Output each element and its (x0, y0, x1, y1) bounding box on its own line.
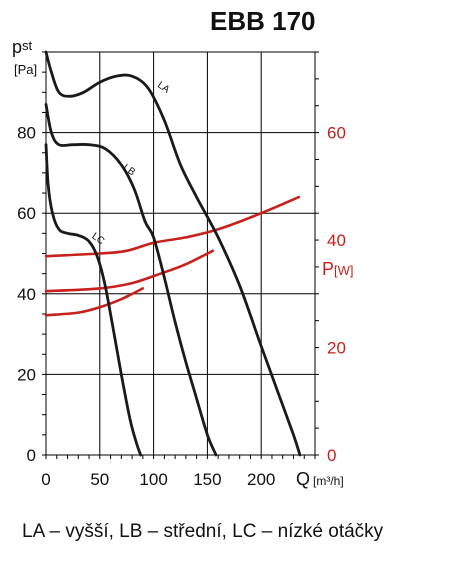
y-tick-label: 60 (17, 204, 36, 223)
pressure-curve-lc (44, 143, 143, 457)
power-curve-lc (44, 287, 145, 317)
y2-axis-label: P[W] (322, 259, 354, 279)
x-axis-label-main: Q (296, 469, 310, 489)
chart-title: EBB 170 (210, 6, 316, 36)
y2-tick-label: 60 (327, 124, 346, 143)
speed-legend-caption: LA – vyšší, LB – střední, LC – nízké otá… (22, 521, 384, 542)
y-tick-label: 80 (17, 124, 36, 143)
x-axis-label: Q [m³/h] (296, 469, 344, 489)
x-tick-label: 50 (90, 470, 109, 489)
y2-tick-label: 20 (327, 339, 346, 358)
pressure-curves (44, 50, 302, 457)
x-tick-label: 0 (41, 470, 50, 489)
tick-labels: 0 50 100 150 200 0 20 40 60 80 0 20 40 60 (17, 124, 346, 489)
y-axis-label: pst (12, 37, 33, 57)
x-tick-label: 150 (193, 470, 221, 489)
y-axis-label-sub: st (22, 38, 33, 53)
curve-label-la: LA (155, 80, 172, 96)
y-axis-unit: [Pa] (14, 62, 37, 77)
power-curve-lb (44, 249, 215, 293)
y2-axis-label-main: P (322, 259, 334, 279)
pressure-curve-la (44, 50, 302, 457)
x-tick-label: 200 (247, 470, 275, 489)
y-tick-label: 20 (17, 365, 36, 384)
power-curve-la (44, 195, 301, 258)
y-tick-label: 40 (17, 285, 36, 304)
power-curves (44, 195, 301, 317)
y2-axis-unit: [W] (334, 263, 354, 278)
y2-tick-label: 0 (327, 446, 336, 465)
x-axis-unit: [m³/h] (313, 474, 344, 488)
curve-label-lb: LB (121, 162, 138, 178)
pressure-curve-lb (44, 103, 218, 457)
y-tick-label: 0 (27, 446, 36, 465)
axis-ticks (42, 51, 319, 459)
x-tick-label: 100 (139, 470, 167, 489)
y-axis-label-main: p (12, 37, 22, 57)
y2-tick-label: 40 (327, 231, 346, 250)
